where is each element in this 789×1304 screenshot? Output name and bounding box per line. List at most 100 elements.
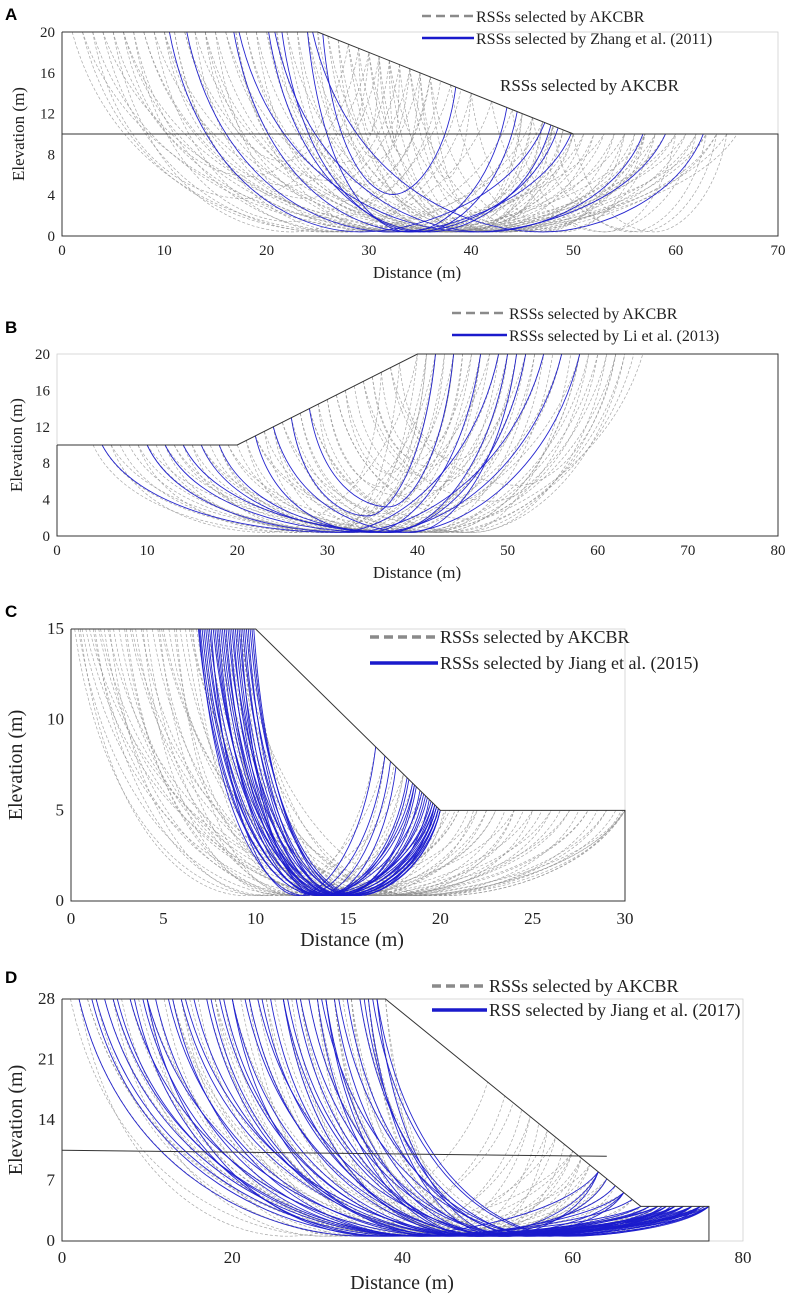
akcbr-slip-surface xyxy=(175,629,395,896)
reference-slip-surface xyxy=(247,629,415,897)
akcbr-slip-surface xyxy=(180,999,531,1237)
x-tick-label: 40 xyxy=(394,1248,411,1267)
akcbr-slip-surface xyxy=(450,84,656,233)
reference-slip-surface xyxy=(133,999,633,1237)
akcbr-slip-surface xyxy=(174,32,431,218)
akcbr-slip-surface xyxy=(227,354,590,533)
akcbr-slip-surface xyxy=(146,999,506,1237)
x-tick-label: 70 xyxy=(680,543,695,559)
panel-a: 0 10 20 30 40 50 60 70 0 4 8 12 16 20 Distance (m) Elev… xyxy=(5,5,786,282)
reference-slip-surface xyxy=(372,999,709,1237)
akcbr-slip-surface xyxy=(345,354,499,492)
x-tick-label: 5 xyxy=(159,909,168,928)
akcbr-slip-surface xyxy=(206,999,693,1237)
akcbr-slip-surface xyxy=(368,999,565,1237)
legend: RSSs selected by AKCBR RSSs selected by Z… xyxy=(422,9,712,48)
reference-slip-surface xyxy=(116,999,650,1237)
akcbr-slip-surface xyxy=(390,354,508,460)
akcbr-slip-surface xyxy=(192,629,404,896)
akcbr-slip-surface xyxy=(552,125,707,233)
akcbr-slip-surface xyxy=(146,354,545,533)
legend-label: RSSs selected by AKCBR xyxy=(509,306,678,323)
slope-profile xyxy=(61,998,710,1242)
legend-label: RSSs selected by AKCBR xyxy=(440,627,630,647)
akcbr-slip-surface xyxy=(240,999,625,1237)
panel-letter: C xyxy=(5,602,17,621)
x-tick-label: 30 xyxy=(320,543,335,559)
x-tick-label: 0 xyxy=(58,243,66,259)
y-tick-label: 0 xyxy=(56,891,65,910)
reference-slip-surface xyxy=(307,32,508,233)
x-tick-label: 40 xyxy=(410,543,425,559)
x-tick-label: 20 xyxy=(230,543,245,559)
y-tick-label: 12 xyxy=(35,420,50,436)
reference-slip-surface xyxy=(272,354,518,533)
akcbr-slip-surface xyxy=(470,93,646,233)
akcbr-slip-surface xyxy=(153,32,697,233)
x-tick-label: 70 xyxy=(771,243,786,259)
akcbr-slip-surface xyxy=(204,32,646,233)
x-tick-label: 50 xyxy=(566,243,581,259)
akcbr-slip-surface xyxy=(112,32,452,233)
akcbr-slip-surface xyxy=(419,72,523,214)
reference-slip-surface xyxy=(359,999,693,1237)
reference-slip-surface xyxy=(203,629,408,897)
reference-slip-surface xyxy=(233,629,410,897)
akcbr-slip-surface xyxy=(254,354,581,533)
reference-slip-surface xyxy=(367,999,599,1237)
y-axis-label: Elevation (m) xyxy=(5,710,27,821)
akcbr-slip-surface xyxy=(168,629,524,896)
reference-slip-surface xyxy=(101,354,500,533)
reference-slip-surface xyxy=(308,354,455,508)
y-tick-label: 0 xyxy=(43,529,51,545)
akcbr-slip-surface xyxy=(354,354,454,474)
akcbr-slip-surface xyxy=(182,354,499,533)
akcbr-slip-surface xyxy=(143,32,687,233)
x-tick-label: 20 xyxy=(432,909,449,928)
akcbr-slip-surface xyxy=(246,629,515,896)
akcbr-slip-surface xyxy=(358,48,380,134)
akcbr-slip-surface xyxy=(157,629,497,896)
y-tick-label: 5 xyxy=(56,800,65,819)
x-tick-label: 30 xyxy=(361,243,376,259)
legend-label: RSS selected by Jiang et al. (2017) xyxy=(489,1000,740,1021)
akcbr-slip-surface xyxy=(123,32,349,177)
akcbr-slip-surface xyxy=(286,32,687,233)
akcbr-slip-surface xyxy=(307,32,564,233)
akcbr-slip-surface xyxy=(378,56,421,156)
x-tick-label: 60 xyxy=(564,1248,581,1267)
y-tick-label: 8 xyxy=(43,456,51,472)
akcbr-slip-surface xyxy=(385,999,582,1237)
akcbr-slip-surface xyxy=(214,999,642,1237)
akcbr-slip-surface xyxy=(227,354,626,533)
y-tick-label: 0 xyxy=(48,229,56,245)
legend: RSSs selected by AKCBR RSS selected by Ji… xyxy=(432,976,740,1021)
x-tick-label: 80 xyxy=(771,543,786,559)
y-axis-label: Elevation (m) xyxy=(9,87,28,181)
y-axis-label: Elevation (m) xyxy=(5,1065,27,1176)
reference-slip-surface xyxy=(236,629,425,897)
x-tick-label: 10 xyxy=(140,543,155,559)
akcbr-slip-surface xyxy=(238,629,624,896)
akcbr-slip-surface xyxy=(151,629,570,896)
akcbr-slip-surface xyxy=(334,999,608,1237)
akcbr-slip-surface xyxy=(231,999,676,1237)
reference-slip-surface xyxy=(282,999,599,1237)
reference-slip-surface xyxy=(231,999,676,1237)
reference-slip-surface xyxy=(146,999,599,1237)
akcbr-slip-surface xyxy=(236,354,536,533)
reference-slip-surface xyxy=(376,999,625,1237)
akcbr-slip-surface xyxy=(573,133,728,233)
akcbr-slip-surface xyxy=(299,354,454,514)
akcbr-slip-surface xyxy=(419,72,472,179)
akcbr-slip-surface xyxy=(143,32,625,233)
akcbr-slip-surface xyxy=(265,999,574,1237)
akcbr-slip-surface xyxy=(235,32,400,181)
slip-surfaces xyxy=(70,999,709,1237)
akcbr-slip-surface xyxy=(390,354,617,486)
y-tick-label: 8 xyxy=(48,147,56,163)
reference-slip-surface xyxy=(146,354,545,533)
reference-slip-surface xyxy=(212,629,441,897)
reference-slip-surface xyxy=(253,629,439,897)
